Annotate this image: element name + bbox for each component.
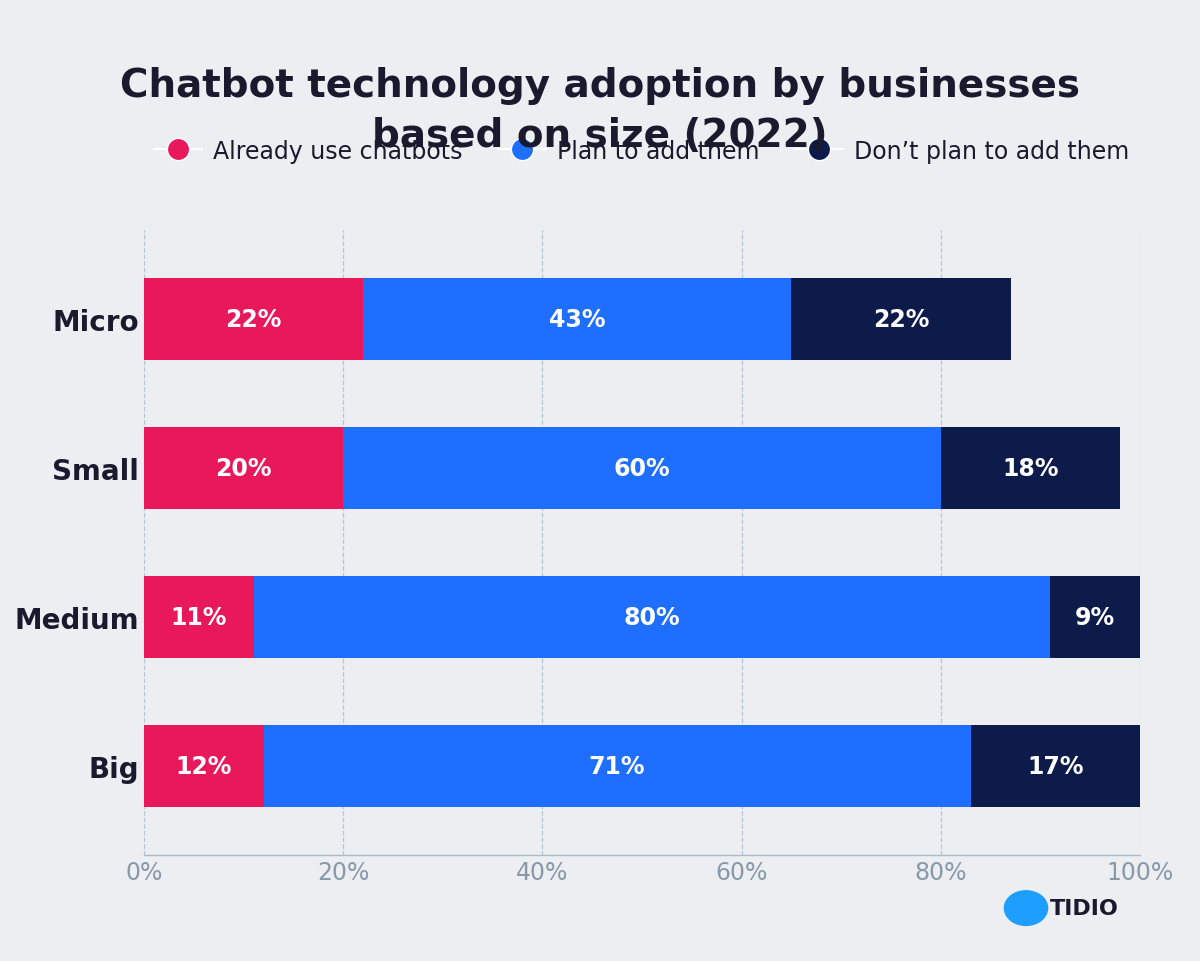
Text: 18%: 18% [1002, 456, 1058, 480]
Text: 71%: 71% [589, 754, 646, 778]
Text: 9%: 9% [1075, 605, 1115, 629]
Text: 43%: 43% [550, 308, 606, 332]
Legend: Already use chatbots, Plan to add them, Don’t plan to add them: Already use chatbots, Plan to add them, … [145, 130, 1139, 173]
Bar [144, 577, 253, 658]
Text: 20%: 20% [215, 456, 272, 480]
Text: 17%: 17% [1027, 754, 1084, 778]
Text: Chatbot technology adoption by businesses
based on size (2022): Chatbot technology adoption by businesse… [120, 67, 1080, 155]
Bar [792, 279, 1010, 360]
Bar [941, 428, 1120, 509]
Bar [253, 577, 1050, 658]
Bar [364, 279, 792, 360]
Text: 22%: 22% [226, 308, 282, 332]
Text: 60%: 60% [613, 456, 671, 480]
Bar [144, 428, 343, 509]
Bar [971, 726, 1140, 807]
Text: TIDIO: TIDIO [1050, 898, 1118, 918]
Bar [343, 428, 941, 509]
Bar [264, 726, 971, 807]
Bar [144, 279, 364, 360]
Text: 12%: 12% [175, 754, 232, 778]
Text: 80%: 80% [624, 605, 680, 629]
Bar [1050, 577, 1140, 658]
Bar [144, 726, 264, 807]
Text: 11%: 11% [170, 605, 227, 629]
Text: 22%: 22% [872, 308, 929, 332]
